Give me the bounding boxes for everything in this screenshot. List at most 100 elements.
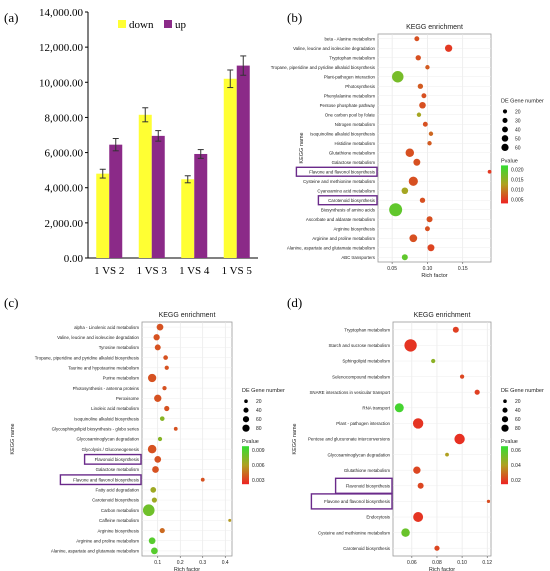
x-tick-label: 0.2 <box>177 560 184 566</box>
dot <box>392 71 404 83</box>
bar-down <box>138 114 152 259</box>
plot-title: KEGG enrichment <box>159 312 216 319</box>
size-legend-title: DE Gene number <box>501 388 544 394</box>
term-label: Photosynthesis - antenna proteins <box>73 386 140 391</box>
term-label: Flavonoid biosynthesis <box>95 457 140 462</box>
dot <box>434 545 440 551</box>
highlight-box <box>295 166 378 177</box>
y-axis-label: KEGG name <box>292 423 298 454</box>
color-legend-label: 0.009 <box>252 448 265 454</box>
dot <box>148 537 156 545</box>
size-legend-dot <box>502 117 508 123</box>
term-label: Flavone and flavonol biosynthesis <box>309 169 376 174</box>
dot <box>394 403 404 413</box>
term-label: Glutathione metabolism <box>329 150 375 155</box>
panel-label-b: (b) <box>287 10 302 25</box>
dot <box>147 373 157 383</box>
dot <box>413 512 424 522</box>
dot <box>421 93 427 99</box>
size-legend-label: 40 <box>515 127 521 133</box>
term-label: Cysteine and methionine metabolism <box>318 530 390 535</box>
size-legend-label: 20 <box>256 399 262 405</box>
plot-frame <box>377 33 492 263</box>
term-label: Isoquinoline alkaloid biosynthesis <box>310 131 376 136</box>
term-label: Fatty acid degradation <box>96 488 140 493</box>
dot <box>159 416 165 421</box>
term-label: Nitrogen metabolism <box>335 122 376 127</box>
dot <box>452 326 459 333</box>
dot <box>427 141 432 146</box>
term-label: Biosynthesis of amino acids <box>321 207 376 212</box>
y-tick-label: 10,000.00 <box>39 77 84 89</box>
term-label: Sphingolipid metabolism <box>342 359 390 364</box>
dot <box>419 197 426 203</box>
dot <box>156 323 164 331</box>
color-legend-label: 0.06 <box>511 448 521 454</box>
dot <box>414 36 420 42</box>
term-label: Plant-pathogen interaction <box>324 74 376 79</box>
size-legend-title: DE Gene number <box>242 388 285 394</box>
term-label: Carbon metabolism <box>101 508 139 513</box>
term-label: Tropane, piperidine and pyridine alkaloi… <box>35 355 140 360</box>
dot <box>416 112 422 117</box>
x-tick-label: 0.3 <box>199 560 206 566</box>
x-tick-label: 0.05 <box>387 266 397 272</box>
dot <box>228 518 232 522</box>
size-legend-label: 60 <box>515 145 521 151</box>
y-tick-label: 4,000.00 <box>45 183 84 195</box>
dot <box>487 169 492 174</box>
dot <box>152 466 159 473</box>
size-legend-label: 40 <box>515 408 521 414</box>
x-tick-label: 1 VS 5 <box>222 265 253 277</box>
highlight-box <box>83 453 142 465</box>
size-legend-label: 80 <box>256 426 262 432</box>
bar-up <box>109 144 123 258</box>
term-label: SNARE interactions in vesicular transpor… <box>309 390 390 395</box>
size-legend-dot <box>242 416 250 423</box>
dot <box>173 426 178 431</box>
dot <box>404 339 417 352</box>
term-label: Photosynthesis <box>345 84 376 89</box>
dot <box>159 527 165 534</box>
dot <box>150 487 157 493</box>
dot <box>426 216 433 223</box>
x-tick-label: 1 VS 3 <box>137 265 168 277</box>
legend-swatch-up <box>164 20 172 28</box>
term-label: Galactose metabolism <box>332 160 376 165</box>
dot <box>153 334 160 341</box>
size-legend-dot <box>502 109 508 114</box>
dot <box>164 365 169 370</box>
term-label: Cysteine and methionine metabolism <box>303 179 375 184</box>
size-legend-label: 40 <box>256 408 262 414</box>
kegg-panel-d: 0.06 0.08 0.10 0.12 Tryptophan metabolism Sta… <box>292 312 544 571</box>
bar-down <box>96 173 110 258</box>
size-legend-dot <box>242 424 250 432</box>
term-label: Linoleic acid metabolism <box>91 406 139 411</box>
color-legend-label: 0.020 <box>511 167 524 173</box>
term-label: Valine, leucine and isoleucine degradati… <box>293 46 375 51</box>
term-label: Cyanoamino acid metabolism <box>317 188 375 193</box>
term-label: Phenylalanine metabolism <box>324 93 376 98</box>
dot <box>401 254 408 261</box>
size-legend-label: 60 <box>515 417 521 423</box>
dot <box>389 203 403 217</box>
dot <box>415 55 421 61</box>
size-legend-dot <box>501 416 509 423</box>
size-legend-dot <box>501 135 509 142</box>
dot <box>405 148 415 157</box>
x-axis-label: Rich factor <box>174 567 200 571</box>
dot <box>459 374 465 379</box>
color-legend-label: 0.003 <box>252 478 265 484</box>
term-label: Glycolysis / Gluconeogenesis <box>82 447 140 452</box>
color-legend-title: Pvalue <box>501 158 518 164</box>
size-legend-dot <box>502 126 508 133</box>
dot <box>431 358 436 364</box>
x-tick-label: 0.10 <box>423 266 433 272</box>
dot <box>154 394 162 402</box>
term-label: Pentose phosphate pathway <box>320 103 376 108</box>
color-legend-bar <box>242 446 249 485</box>
term-label: Alanine, aspartate and glutamate metabol… <box>287 245 375 250</box>
dot <box>425 65 430 70</box>
bar-up <box>151 135 165 258</box>
color-legend-title: Pvalue <box>501 439 518 445</box>
